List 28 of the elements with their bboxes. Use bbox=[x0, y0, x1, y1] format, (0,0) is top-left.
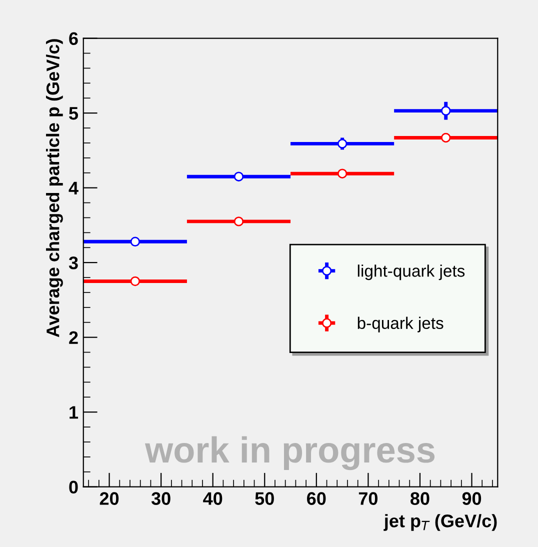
x-tick-label: 30 bbox=[151, 492, 170, 505]
x-tick-label: 80 bbox=[410, 492, 430, 505]
legend-label: b-quark jets bbox=[358, 316, 444, 332]
point bbox=[130, 236, 140, 246]
annotation: work in progress bbox=[144, 436, 435, 470]
x-tick-label: 60 bbox=[307, 492, 326, 505]
y-tick-label: 4 bbox=[68, 182, 78, 194]
point bbox=[234, 172, 244, 182]
point bbox=[441, 106, 451, 116]
y-tick-label: 6 bbox=[69, 32, 78, 46]
point bbox=[337, 138, 348, 149]
point bbox=[337, 168, 348, 178]
x-tick-label: 50 bbox=[255, 492, 274, 505]
x-axis-title: jet p$_{T}$ (GeV/c) bbox=[384, 514, 497, 531]
y-tick-label: 0 bbox=[69, 480, 78, 494]
legend-label: light-quark jets bbox=[358, 264, 465, 280]
y-tick-label: 1 bbox=[70, 406, 78, 419]
x-tick-label: 70 bbox=[358, 492, 378, 505]
point bbox=[234, 216, 244, 226]
y-tick-label: 3 bbox=[68, 256, 78, 270]
x-tick-label: 90 bbox=[462, 492, 482, 505]
point bbox=[441, 132, 451, 143]
x-tick-label: 20 bbox=[100, 492, 119, 505]
y-tick-label: 2 bbox=[69, 331, 78, 344]
x-tick-label: 40 bbox=[203, 492, 222, 505]
y-tick-label: 5 bbox=[69, 107, 78, 120]
y-axis-title: Average charged particle p (GeV/c) bbox=[46, 39, 63, 338]
point bbox=[130, 276, 140, 286]
